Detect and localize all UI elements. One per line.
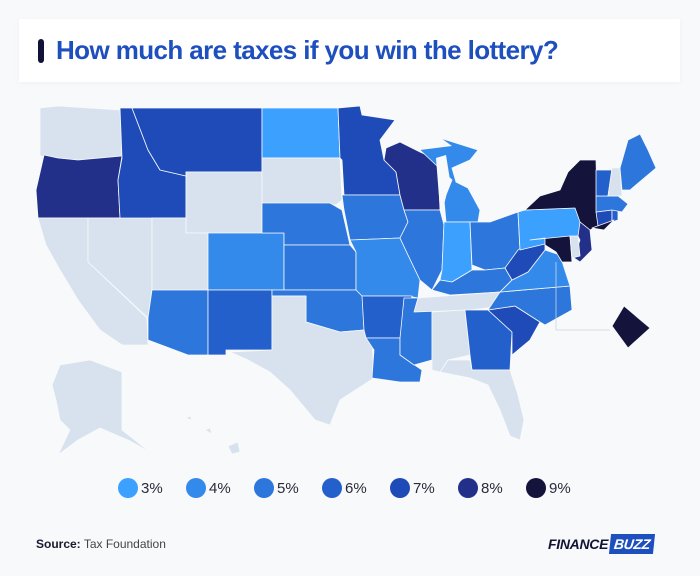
state-wy: [185, 171, 263, 234]
legend-item-4: 4%: [186, 478, 254, 498]
state-dc: [611, 305, 651, 349]
legend-swatch-icon: [254, 478, 274, 498]
source-label: Source:: [36, 537, 81, 551]
state-ny: [524, 159, 599, 231]
state-nm: [207, 289, 273, 356]
state-wa: [39, 105, 123, 161]
logo-part-buzz: BUZZ: [609, 534, 656, 554]
logo-part-finance: FINANCE: [548, 536, 609, 552]
financebuzz-logo: FINANCE BUZZ: [548, 534, 656, 554]
lake-michigan: [436, 155, 450, 210]
legend-label: 6%: [345, 479, 367, 497]
lake-erie: [480, 200, 525, 222]
legend-label: 3%: [141, 479, 163, 497]
state-or: [35, 154, 123, 219]
legend-swatch-icon: [322, 478, 342, 498]
legend-item-6: 6%: [322, 478, 390, 498]
us-map: [35, 105, 657, 456]
state-fl: [439, 359, 525, 441]
legend-swatch-icon: [458, 478, 478, 498]
lake-superior: [398, 130, 452, 150]
title-card: How much are taxes if you win the lotter…: [19, 19, 680, 82]
legend: 3% 4% 5% 6% 7% 8% 9%: [118, 478, 594, 498]
legend-swatch-icon: [118, 478, 138, 498]
state-ny-long-island: [591, 219, 615, 231]
state-me: [619, 133, 657, 191]
source-value: Tax Foundation: [83, 537, 166, 551]
state-ks: [283, 244, 357, 291]
state-hi: [185, 415, 241, 455]
legend-item-7: 7%: [390, 478, 458, 498]
state-nc: [487, 285, 573, 326]
title-accent-bar: [38, 38, 44, 63]
state-de: [569, 235, 581, 259]
legend-swatch-icon: [186, 478, 206, 498]
state-sd: [261, 157, 343, 206]
state-nh: [607, 167, 623, 197]
legend-label: 5%: [277, 479, 299, 497]
state-ak: [51, 359, 151, 456]
legend-swatch-icon: [526, 478, 546, 498]
state-il: [399, 209, 445, 291]
legend-item-5: 5%: [254, 478, 322, 498]
legend-label: 8%: [481, 479, 503, 497]
legend-item-3: 3%: [118, 478, 186, 498]
legend-label: 7%: [413, 479, 435, 497]
state-tx: [229, 295, 375, 426]
legend-item-9: 9%: [526, 478, 594, 498]
state-ia: [341, 194, 409, 241]
legend-label: 4%: [209, 479, 231, 497]
state-ma: [595, 195, 629, 213]
legend-item-8: 8%: [458, 478, 526, 498]
legend-label: 9%: [549, 479, 571, 497]
page-title: How much are taxes if you win the lotter…: [56, 35, 559, 65]
legend-swatch-icon: [390, 478, 410, 498]
dc-inset-line: [555, 262, 610, 331]
state-az: [147, 289, 209, 356]
state-nd: [261, 107, 341, 159]
state-co: [207, 232, 285, 291]
source-note: Source: Tax Foundation: [36, 537, 166, 551]
